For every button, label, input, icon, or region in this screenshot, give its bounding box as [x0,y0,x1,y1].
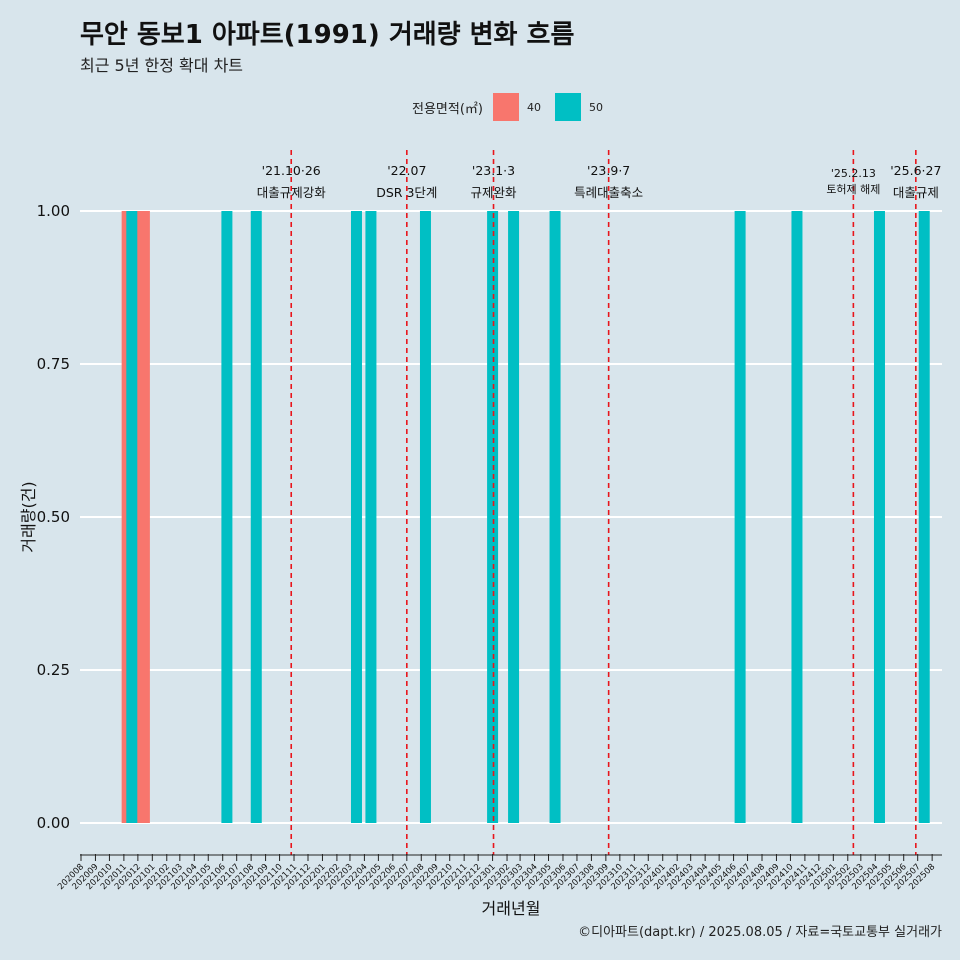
bar-50 [126,211,138,823]
legend-title: 전용면적(㎡) [412,101,483,117]
bar-50 [873,211,885,823]
bar-50 [250,211,262,823]
y-axis-title: 거래량(건) [19,481,38,552]
chart-subtitle: 최근 5년 한정 확대 차트 [80,56,244,75]
x-axis-title: 거래년월 [482,899,541,918]
event-name-label: 대출규제 [893,185,939,200]
bar-50 [221,211,233,823]
event-name-label: DSR 3단계 [376,185,437,200]
event-date-label: '23.9·7 [587,163,630,178]
legend-label-50: 50 [588,100,603,114]
event-date-label: '25.2.13 [831,167,876,180]
bar-50 [734,211,746,823]
event-name-label: 토허제 해제 [826,182,880,196]
event-date-label: '25.6·27 [890,163,941,178]
bar-50 [419,211,431,823]
legend: 전용면적(㎡) 40 50 [412,92,617,122]
bar-50 [918,211,930,823]
event-date-label: '23.1·3 [472,163,515,178]
y-tick-label: 1.00 [37,202,70,220]
event-date-label: '21.10·26 [262,163,321,178]
footer-credit: ©디아파트(dapt.kr) / 2025.08.05 / 자료=국토교통부 실… [578,925,942,940]
event-name-label: 특례대출축소 [574,185,643,200]
event-date-label: '22.07 [387,163,426,178]
legend-label-40: 40 [526,100,541,114]
y-tick-label: 0.75 [37,355,70,373]
chart-title: 무안 동보1 아파트(1991) 거래량 변화 흐름 [80,20,575,50]
bar-40 [138,211,150,823]
y-tick-label: 0.50 [37,508,70,526]
legend-swatch-40 [492,93,519,121]
legend-swatch-50 [554,93,581,121]
bar-50 [350,211,362,823]
bar-50 [549,211,561,823]
event-name-label: 규제완화 [471,185,518,200]
y-tick-label: 0.25 [37,661,70,679]
bar-50 [365,211,377,823]
bar-50 [791,211,803,823]
event-name-label: 대출규제강화 [257,185,327,200]
y-tick-label: 0.00 [37,814,70,832]
bar-50 [487,211,499,823]
bar-50 [508,211,520,823]
